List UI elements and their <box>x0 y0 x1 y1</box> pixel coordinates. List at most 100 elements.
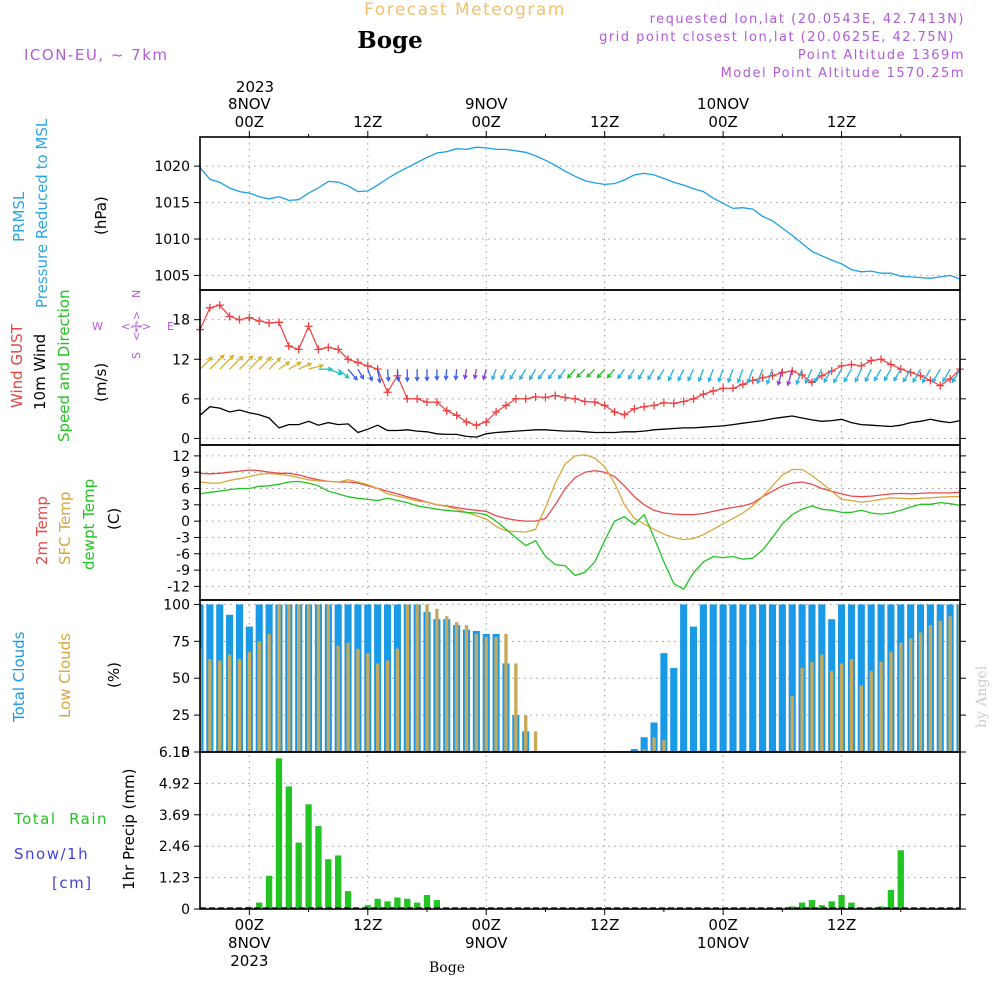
gust-marker <box>452 411 461 420</box>
rain-bar <box>897 850 904 909</box>
temp-ytick-label: -3 <box>176 530 190 546</box>
low-cloud-bar <box>415 604 419 752</box>
rain-bar <box>275 758 283 909</box>
wind-arrow-head <box>628 374 633 381</box>
gust-marker <box>669 399 678 408</box>
precip-ytick-label: 3.69 <box>159 808 190 824</box>
wind-arrow-head <box>472 374 478 380</box>
total-cloud-bar <box>857 604 865 752</box>
wind-arrow <box>258 356 272 370</box>
wind-arrow-head <box>434 375 440 382</box>
gust-marker <box>728 384 737 393</box>
panel-frame <box>199 751 961 910</box>
requested-coords: requested lon,lat (20.0543E, 42.7413N) <box>650 12 965 27</box>
total-clouds-label: Total Clouds <box>10 631 28 723</box>
wind-ytick-label: 0 <box>181 431 190 447</box>
rain-bar <box>315 826 322 909</box>
low-cloud-bar <box>208 659 212 752</box>
rain-bar <box>423 894 431 909</box>
wind-arrow-head <box>219 354 225 360</box>
low-cloud-bar <box>918 632 923 752</box>
bottom-hour-label: 00Z <box>708 916 737 934</box>
low-cloud-bar <box>514 663 518 752</box>
gust-marker <box>482 417 491 426</box>
wind-arrow-head <box>376 378 382 384</box>
total-rain-label: Total Rain <box>13 810 108 828</box>
wind-arrow-head <box>404 377 410 383</box>
wind-arrow <box>843 368 852 382</box>
temp-ytick-label: -12 <box>167 579 190 595</box>
wind-arrow <box>708 368 714 382</box>
gust-marker <box>590 398 599 407</box>
marks-layer <box>196 146 964 910</box>
total-cloud-bar <box>670 667 678 752</box>
low-cloud-bar <box>237 659 242 752</box>
wind-arrow <box>482 368 487 380</box>
wind-arrow-head <box>395 376 401 383</box>
bottom-date-label: 8NOV <box>228 934 271 952</box>
wind-label: 10m Wind <box>31 334 49 410</box>
bottom-hour-label: 12Z <box>827 916 856 934</box>
wind-arrow-head <box>697 377 703 383</box>
rain-bar <box>818 905 825 909</box>
temp-ytick-label: -6 <box>176 547 190 563</box>
gust-marker <box>541 393 550 402</box>
wind-arrow <box>278 361 290 370</box>
low-cloud-bar <box>200 648 202 752</box>
wind-arrow-head <box>804 378 810 385</box>
gust-marker <box>827 367 836 376</box>
top-date-label: 8NOV <box>228 95 271 113</box>
temp-2m-label: 2m Temp <box>33 496 51 565</box>
rain-bar <box>789 906 796 909</box>
watermark: by Angel <box>974 665 990 728</box>
wind-arrow-head <box>902 377 908 383</box>
gust-marker <box>423 398 432 407</box>
wind-arrow-head <box>509 375 514 381</box>
low-cloud-bar <box>533 731 538 752</box>
wind-arrow-head <box>296 361 302 367</box>
wind-arrow <box>464 369 468 379</box>
wind-arrow <box>864 368 872 382</box>
top-hour-label: 12Z <box>590 113 619 131</box>
total-cloud-bar <box>768 604 777 752</box>
wind-arrow <box>747 368 754 383</box>
wind-arrow-head <box>285 361 291 366</box>
gust-marker <box>294 345 303 354</box>
wind-arrow <box>357 368 364 379</box>
wind-arrow <box>298 362 312 370</box>
gust-marker <box>620 410 629 419</box>
total-cloud-bar <box>680 604 688 752</box>
wind-arrow <box>519 368 527 380</box>
temp-ytick-label: 9 <box>181 465 190 481</box>
wind-arrow <box>396 369 400 381</box>
pressure-label-1: PRMSL <box>10 191 28 242</box>
dewpt-line <box>199 480 961 590</box>
wind-arrow-head <box>229 354 235 360</box>
gust-marker <box>886 360 895 369</box>
wind-arrow <box>912 368 922 383</box>
gust-marker <box>462 417 471 426</box>
gust-marker <box>551 391 560 400</box>
gust-marker <box>531 392 540 401</box>
gust-marker <box>817 371 826 380</box>
top-hour-label: 00Z <box>708 113 737 131</box>
low-cloud-bar <box>247 651 252 752</box>
low-cloud-bar <box>227 654 232 752</box>
wind-arrow-head <box>786 381 792 387</box>
temp-ytick-label: -9 <box>176 563 190 579</box>
wind-arrow <box>922 368 931 383</box>
wind-arrow <box>606 368 616 378</box>
wind-arrow <box>698 368 704 382</box>
gust-marker <box>215 301 224 310</box>
wind-arrow <box>199 356 213 370</box>
temp-ytick-label: 12 <box>172 449 190 465</box>
panel-frame <box>199 599 961 753</box>
rain-bar <box>325 859 332 909</box>
temp-ytick-label: 3 <box>181 498 190 514</box>
low-cloud-bar <box>435 608 439 752</box>
wind-arrow-head <box>491 375 496 381</box>
rain-bar <box>877 906 885 909</box>
temp-2m-line <box>199 469 961 522</box>
gust-marker <box>521 394 530 403</box>
wind-arrow-head <box>500 375 505 381</box>
